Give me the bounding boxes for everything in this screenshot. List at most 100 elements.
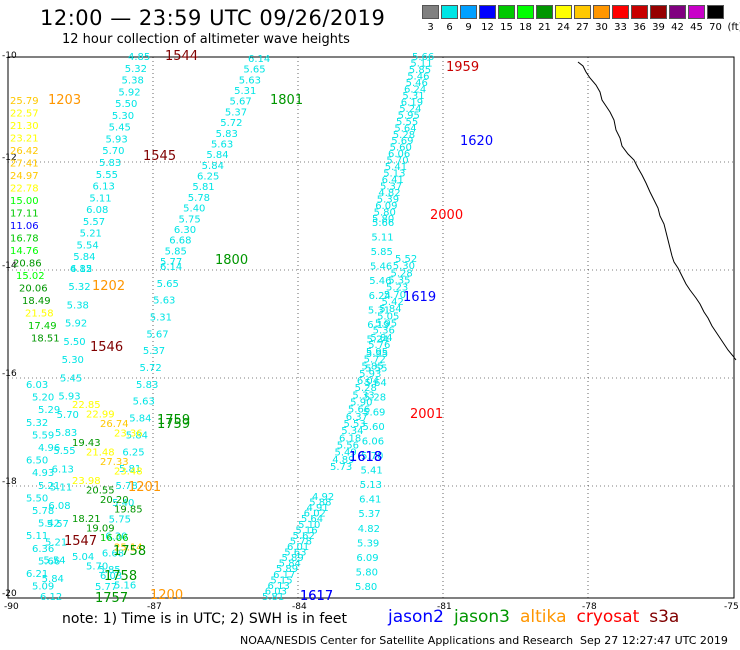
wave-height-value: 5.16: [114, 581, 136, 592]
wave-height-value: 5.80: [372, 214, 394, 225]
wave-height-value: 17.49: [28, 321, 57, 332]
wave-height-value: 23.98: [72, 476, 101, 487]
wave-height-value: 5.83: [136, 380, 158, 391]
wave-height-value: 5.04: [72, 552, 94, 563]
color-swatch: [460, 5, 477, 19]
wave-height-value: 5.90: [350, 397, 372, 408]
wave-height-value: 5.28: [364, 393, 386, 404]
wave-height-value: 18.51: [31, 334, 60, 345]
wave-height-value: 5.84: [126, 430, 148, 441]
wave-height-value: 5.35: [388, 276, 410, 287]
wave-height-value: 18.49: [22, 296, 51, 307]
legend-item-cryosat: cryosat: [576, 607, 640, 627]
satellite-legend: jason2 jason3 altika cryosat s3a: [388, 607, 689, 627]
wave-height-value: 5.37: [358, 509, 380, 520]
wave-height-value: 19.09: [86, 524, 115, 535]
wave-height-value: 16.06: [100, 533, 129, 544]
pass-time-label: 1545: [143, 149, 176, 164]
wave-height-value: 5.63: [239, 75, 261, 86]
page-subtitle: 12 hour collection of altimeter wave hei…: [62, 32, 350, 47]
wave-height-value: 5.64: [365, 378, 387, 389]
color-swatch: [555, 5, 572, 19]
color-scale-label: 36: [633, 22, 646, 33]
wave-height-value: 22.57: [10, 109, 39, 120]
wave-height-value: 5.46: [407, 71, 429, 82]
wave-height-value: 5.50: [26, 493, 48, 504]
wave-height-value: 5.54: [43, 556, 65, 567]
wave-height-value: 5.42: [382, 297, 404, 308]
color-scale-label: 42: [671, 22, 684, 33]
color-scale-label: 9: [465, 22, 472, 33]
wave-height-value: 5.78: [188, 193, 210, 204]
wave-height-value: 5.63: [153, 296, 175, 307]
wave-height-value: 5.42: [38, 519, 60, 530]
wave-height-value: 5.55: [96, 170, 118, 181]
pass-time-label: 1619: [403, 290, 436, 305]
page-title: 12:00 — 23:59 UTC 09/26/2019: [40, 6, 386, 30]
pass-time-label: 1959: [446, 60, 479, 75]
wave-height-value: 5.28: [391, 268, 413, 279]
map-grid: [7, 56, 735, 599]
wave-height-value: 5.70: [384, 290, 406, 301]
wave-height-value: 6.50: [26, 456, 48, 467]
pass-time-label: 1544: [165, 49, 198, 64]
wave-height-value: 5.50: [63, 337, 85, 348]
wave-height-value: 5.70: [86, 562, 108, 573]
wave-height-value: 6.37: [346, 412, 368, 423]
wave-height-value: 5.32: [68, 282, 90, 293]
color-scale-label: 70: [709, 22, 722, 33]
wave-height-value: 4.96: [38, 443, 60, 454]
latitude-label: -16: [2, 369, 17, 379]
wave-height-value: 5.84: [202, 161, 224, 172]
wave-height-value: 5.85: [371, 247, 393, 258]
pass-time-label: 1546: [90, 340, 123, 355]
credit-line: NOAA/NESDIS Center for Satellite Applica…: [240, 634, 574, 647]
wave-height-value: 5.37: [380, 182, 402, 193]
wave-height-value: 23.21: [10, 134, 39, 145]
pass-time-label: 1618: [349, 450, 382, 465]
wave-height-value: 5.46: [370, 262, 392, 273]
wave-height-value: 5.21: [38, 481, 60, 492]
wave-height-value: 11.06: [10, 221, 39, 232]
pass-time-label: 2000: [430, 208, 463, 223]
wave-height-value: 22.78: [10, 184, 39, 195]
wave-height-value: 5.09: [32, 582, 54, 593]
wave-height-value: 5.21: [80, 229, 102, 240]
pass-time-label: 1617: [300, 589, 333, 604]
color-swatch: [650, 5, 667, 19]
wave-height-value: 6.17: [273, 570, 295, 581]
pass-time-label: 1201: [128, 480, 161, 495]
wave-height-value: 5.31: [368, 305, 390, 316]
axis-labels: -10 -12 -14 -16 -18 -20 -90 -87 -84 -81 -78 -75: [2, 51, 739, 612]
wave-height-value: 20.86: [13, 259, 42, 270]
map-frame: [7, 56, 735, 599]
color-scale-label: 30: [595, 22, 608, 33]
legend-item-jason3: jason3: [454, 607, 510, 627]
wave-height-value: 19.85: [114, 505, 143, 516]
wave-height-value: 5.95: [366, 347, 388, 358]
wave-height-value: 6.68: [102, 548, 124, 559]
wave-height-value: 5.41: [360, 466, 382, 477]
longitude-label: -87: [147, 602, 162, 612]
wave-height-value: 5.69: [363, 407, 385, 418]
wave-height-value: 5.53: [343, 419, 365, 430]
color-swatch: [422, 5, 439, 19]
wave-height-value: 5.66: [412, 52, 434, 63]
wave-height-value: 20.20: [100, 495, 129, 506]
wave-height-value: 5.21: [45, 537, 67, 548]
wave-height-value: 6.09: [375, 201, 397, 212]
wave-height-value: 5.88: [309, 498, 331, 509]
color-scale-label: 3: [427, 22, 434, 33]
wave-height-value: 27.41: [10, 159, 39, 170]
wave-height-value: 5.63: [133, 397, 155, 408]
wave-height-value: 5.31: [402, 91, 424, 102]
wave-height-value: 6.13: [52, 464, 74, 475]
wave-height-value: 25.14: [114, 543, 143, 554]
wave-height-value: 5.84: [42, 574, 64, 585]
wave-height-value: 5.28: [355, 383, 377, 394]
latitude-label: -10: [2, 51, 17, 61]
wave-height-value: 6.13: [93, 182, 115, 193]
wave-height-value: 19.43: [72, 438, 101, 449]
wave-height-value: 6.03: [265, 586, 287, 597]
wave-height-value: 5.84: [206, 150, 228, 161]
